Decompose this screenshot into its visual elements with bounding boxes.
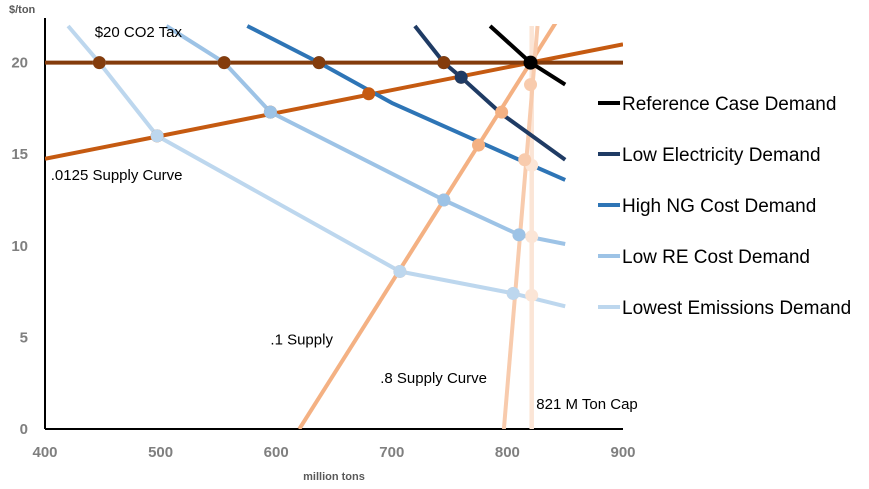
data-point <box>362 87 376 101</box>
y-tick-label: 20 <box>11 55 28 72</box>
data-point <box>523 55 538 70</box>
data-point <box>393 264 407 278</box>
legend: Reference Case Demand Low Electricity Dem… <box>598 94 851 319</box>
supply-7-line <box>501 25 540 429</box>
data-point <box>518 153 532 167</box>
x-tick-label: 700 <box>379 444 404 461</box>
x-tick-label: 600 <box>264 444 289 461</box>
data-point <box>312 56 326 70</box>
annotation-s1: .1 Supply <box>270 332 333 349</box>
data-point <box>437 56 451 70</box>
annotation-s8: .8 Supply Curve <box>380 370 487 387</box>
y-tick-label: 15 <box>11 146 28 163</box>
data-point <box>512 228 526 242</box>
axes: 400 500 600 700 800 900 0 5 10 15 20 million tons $/… <box>9 4 636 483</box>
y-tick-label: 0 <box>20 421 28 438</box>
data-point <box>472 138 485 152</box>
lowest-emissions-demand-line <box>66 24 566 309</box>
reference-case-demand-line <box>488 24 567 87</box>
data-point <box>525 288 539 302</box>
x-tick-label: 500 <box>148 444 173 461</box>
labels-layer: $20 CO2 Tax .0125 Supply Curve .1 Supply .8… <box>51 24 638 413</box>
supply-6-line <box>297 24 558 429</box>
data-point <box>454 70 468 84</box>
y-axis-label: $/ton <box>9 4 36 16</box>
data-point <box>92 56 106 70</box>
data-point <box>495 105 509 119</box>
x-tick-label: 400 <box>32 444 57 461</box>
data-point <box>217 56 231 70</box>
markers-layer <box>92 55 539 302</box>
legend-label: Low RE Cost Demand <box>622 247 810 268</box>
data-point <box>263 105 277 119</box>
legend-label: Low Electricity Demand <box>622 145 821 166</box>
x-tick-label: 900 <box>610 444 635 461</box>
data-point <box>437 193 451 207</box>
x-tick-label: 800 <box>495 444 520 461</box>
annotation-tax: $20 CO2 Tax <box>95 24 183 41</box>
legend-label: High NG Cost Demand <box>622 196 816 217</box>
y-tick-label: 5 <box>20 329 28 346</box>
annotation-s0125: .0125 Supply Curve <box>51 167 183 184</box>
y-tick-label: 10 <box>11 238 28 255</box>
x-axis-label: million tons <box>303 471 365 483</box>
data-point <box>524 78 538 92</box>
data-point <box>525 230 539 244</box>
annotation-cap: 821 M Ton Cap <box>536 396 637 413</box>
legend-label: Lowest Emissions Demand <box>622 298 851 319</box>
legend-label: Reference Case Demand <box>622 94 836 115</box>
data-point <box>150 129 164 143</box>
data-point <box>506 286 520 300</box>
